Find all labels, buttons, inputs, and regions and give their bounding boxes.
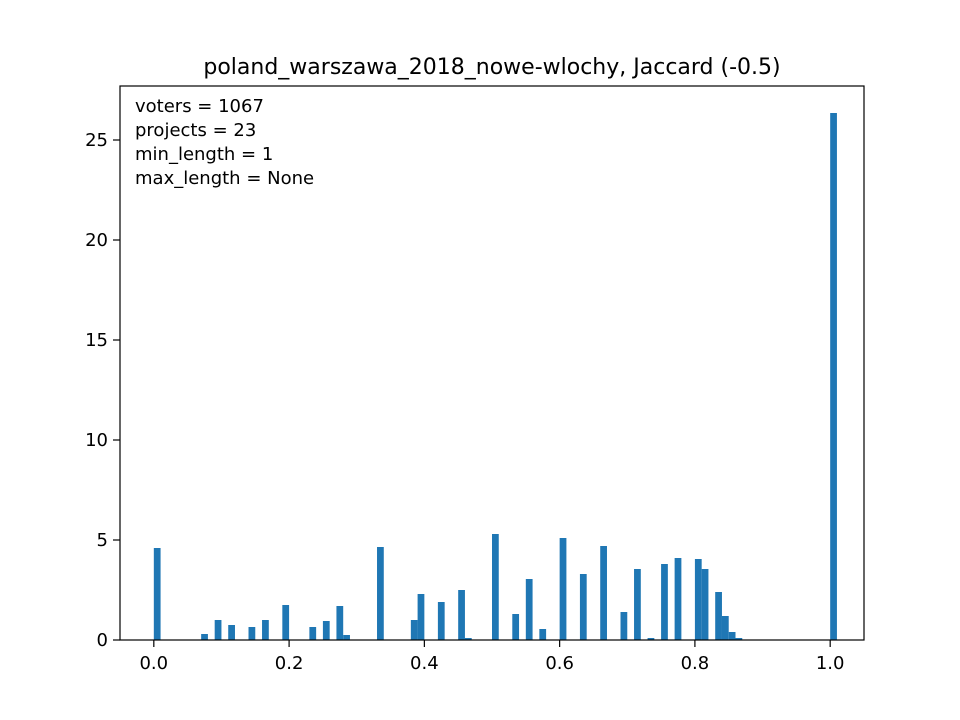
histogram-bar [410, 620, 418, 640]
x-tick-label: 1.0 [816, 653, 845, 674]
histogram-bar [437, 602, 445, 640]
histogram-bar [735, 638, 743, 640]
histogram-bar [647, 638, 655, 640]
y-tick-label: 0 [97, 630, 108, 651]
annotation-line: min_length = 1 [135, 144, 273, 165]
y-axis-ticks: 0 5 10 15 20 25 [85, 130, 120, 651]
histogram-bar [559, 538, 567, 640]
y-tick-label: 10 [85, 430, 108, 451]
histogram-bar [336, 606, 344, 640]
histogram-bar [728, 632, 736, 640]
annotation-line: projects = 23 [135, 120, 256, 141]
chart-title: poland_warszawa_2018_nowe-wlochy, Jaccar… [203, 55, 780, 80]
histogram-bar [153, 548, 161, 640]
histogram-bar [201, 634, 208, 640]
histogram-bar [214, 620, 222, 640]
y-tick-label: 25 [85, 130, 108, 151]
histogram-bar [694, 559, 702, 640]
plot-frame [119, 85, 865, 641]
x-tick-label: 0.8 [681, 653, 710, 674]
x-tick-label: 0.2 [275, 653, 304, 674]
histogram-bar [600, 546, 607, 640]
histogram-bar [309, 627, 317, 640]
stats-annotation: voters = 1067 projects = 23 min_length = 1… [135, 96, 314, 189]
histogram-bar [579, 574, 587, 640]
histogram-bar [464, 638, 472, 640]
histogram-bar [262, 620, 269, 640]
x-tick-label: 0.0 [139, 653, 168, 674]
histogram-bar [417, 594, 425, 640]
histogram-bar [282, 605, 290, 640]
y-tick-label: 5 [97, 530, 108, 551]
annotation-line: voters = 1067 [135, 96, 264, 117]
histogram-bar [525, 579, 533, 640]
histogram-bar [830, 113, 837, 640]
histogram-bar [492, 534, 499, 640]
histogram-bar [539, 629, 547, 640]
histogram-bar [721, 616, 729, 640]
histogram-bar [674, 558, 682, 640]
histogram-bar [228, 625, 235, 640]
y-tick-label: 15 [85, 330, 108, 351]
histogram-bar [248, 627, 256, 640]
y-tick-label: 20 [85, 230, 108, 251]
annotation-line: max_length = None [135, 168, 314, 189]
histogram-bar [458, 590, 465, 640]
bars-group [153, 113, 837, 640]
histogram-bar [322, 621, 330, 640]
histogram-bar [620, 612, 628, 640]
x-axis-ticks: 0.0 0.2 0.4 0.6 0.8 1.0 [139, 640, 845, 674]
histogram-bar [715, 592, 722, 640]
histogram-bar [701, 569, 709, 640]
histogram-bar [343, 635, 350, 640]
x-tick-label: 0.4 [410, 653, 439, 674]
histogram-bar [661, 564, 668, 640]
x-tick-label: 0.6 [545, 653, 574, 674]
histogram-bar [377, 547, 384, 640]
histogram-bar [634, 569, 641, 640]
histogram-bar [512, 614, 520, 640]
